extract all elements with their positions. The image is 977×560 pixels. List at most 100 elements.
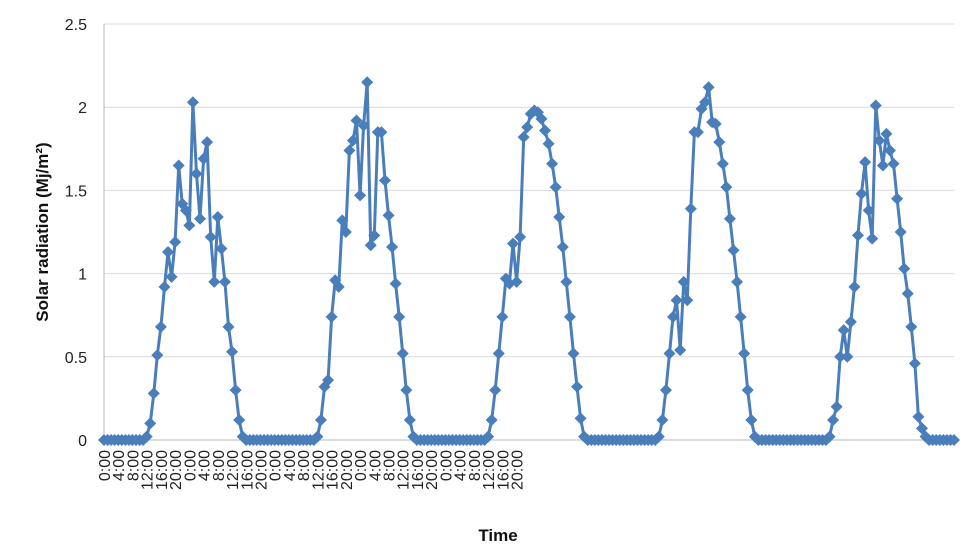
data-point-marker	[542, 137, 555, 150]
data-point-marker	[741, 384, 754, 397]
x-tick-label: 0:00	[182, 450, 199, 481]
data-point-marker	[869, 99, 882, 112]
data-point-marker	[677, 275, 690, 288]
data-point-marker	[336, 214, 349, 227]
data-point-marker	[343, 144, 356, 157]
data-point-marker	[663, 347, 676, 360]
data-point-marker	[713, 136, 726, 149]
x-tick-label: 8:00	[125, 450, 142, 481]
y-tick-label: 2	[78, 100, 87, 117]
data-point-marker	[567, 347, 580, 360]
x-tick-label: 8:00	[382, 450, 399, 481]
y-tick-label: 2.5	[65, 17, 87, 34]
x-axis-title: Time	[478, 526, 517, 545]
data-point-marker	[222, 320, 235, 333]
data-point-marker	[851, 229, 864, 242]
x-tick-labels: 0:004:008:0012:0016:0020:000:004:008:001…	[97, 450, 527, 490]
x-tick-label: 16:00	[495, 450, 512, 490]
x-tick-label: 12:00	[140, 450, 157, 490]
data-point-marker	[147, 387, 160, 400]
data-point-marker	[201, 136, 214, 149]
data-point-marker	[723, 212, 736, 225]
data-point-marker	[190, 167, 203, 180]
data-point-marker	[699, 96, 712, 109]
data-point-marker	[681, 294, 694, 307]
data-point-marker	[393, 310, 406, 323]
data-point-marker	[563, 310, 576, 323]
data-point-marker	[172, 159, 185, 172]
data-point-marker	[339, 226, 352, 238]
data-point-marker	[350, 114, 363, 127]
data-point-marker	[837, 324, 850, 337]
data-point-marker	[891, 192, 904, 205]
data-point-marker	[823, 430, 836, 443]
x-tick-label: 4:00	[282, 450, 299, 481]
data-point-marker	[357, 119, 370, 132]
x-tick-label: 8:00	[467, 450, 484, 481]
data-point-marker	[233, 414, 246, 427]
data-point-marker	[325, 310, 338, 323]
data-point-marker	[898, 262, 911, 275]
data-point-marker	[855, 187, 868, 200]
data-point-marker	[354, 189, 367, 202]
data-point-marker	[311, 430, 324, 443]
data-point-marker	[720, 181, 733, 194]
x-tick-label: 16:00	[239, 450, 256, 490]
data-point-marker	[169, 235, 182, 248]
data-point-marker	[834, 350, 847, 363]
data-point-marker	[396, 347, 409, 360]
x-tick-label: 20:00	[253, 450, 270, 490]
x-tick-label: 20:00	[339, 450, 356, 490]
data-point-marker	[162, 245, 175, 258]
data-point-marker	[226, 345, 239, 358]
x-tick-label: 20:00	[510, 450, 527, 490]
data-point-marker	[866, 232, 879, 245]
x-tick-label: 12:00	[310, 450, 327, 490]
series-line	[104, 80, 954, 442]
data-point-marker	[368, 229, 381, 242]
data-point-marker	[361, 76, 374, 89]
data-point-marker	[322, 374, 335, 387]
data-point-marker	[186, 96, 199, 109]
x-tick-label: 4:00	[111, 450, 128, 481]
data-point-marker	[905, 320, 918, 333]
data-point-marker	[535, 112, 548, 125]
data-point-marker	[539, 124, 552, 137]
data-point-marker	[670, 294, 683, 307]
data-point-marker	[514, 230, 527, 243]
data-point-marker	[859, 156, 872, 169]
data-point-marker	[734, 310, 747, 323]
data-point-marker	[165, 270, 178, 283]
data-point-marker	[211, 211, 224, 224]
x-tick-label: 8:00	[211, 450, 228, 481]
y-tick-label: 1.5	[65, 183, 87, 200]
x-tick-label: 8:00	[296, 450, 313, 481]
data-point-marker	[382, 209, 395, 222]
x-tick-label: 16:00	[410, 450, 427, 490]
x-tick-label: 0:00	[353, 450, 370, 481]
y-tick-label: 0.5	[65, 350, 87, 367]
data-point-marker	[659, 384, 672, 397]
data-point-marker	[218, 275, 231, 288]
data-point-marker	[151, 349, 164, 362]
y-tick-label: 0	[78, 433, 87, 450]
data-point-marker	[702, 81, 715, 94]
data-point-marker	[506, 237, 519, 250]
data-point-marker	[332, 280, 345, 293]
data-point-marker	[179, 204, 192, 217]
data-point-marker	[848, 280, 861, 293]
data-point-marker	[194, 212, 207, 225]
x-tick-label: 0:00	[97, 450, 114, 481]
data-point-marker	[571, 380, 584, 393]
data-point-marker	[894, 226, 907, 238]
x-tick-label: 20:00	[168, 450, 185, 490]
data-point-marker	[158, 280, 171, 293]
data-point-marker	[948, 434, 960, 446]
data-point-marker	[229, 384, 242, 397]
data-point-marker	[652, 430, 665, 443]
data-point-marker	[560, 275, 573, 288]
data-point-marker	[496, 310, 509, 323]
data-point-marker	[485, 414, 498, 427]
x-tick-label: 0:00	[438, 450, 455, 481]
